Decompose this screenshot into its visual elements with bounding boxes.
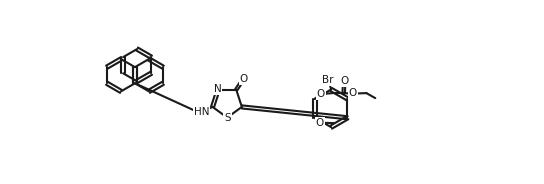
Text: S: S (224, 113, 231, 123)
Text: O: O (317, 89, 325, 99)
Text: O: O (340, 76, 348, 86)
Text: HN: HN (194, 107, 209, 116)
Text: N: N (214, 84, 221, 94)
Text: O: O (316, 118, 324, 128)
Text: O: O (348, 89, 357, 98)
Text: Br: Br (323, 75, 334, 85)
Text: O: O (240, 74, 248, 84)
